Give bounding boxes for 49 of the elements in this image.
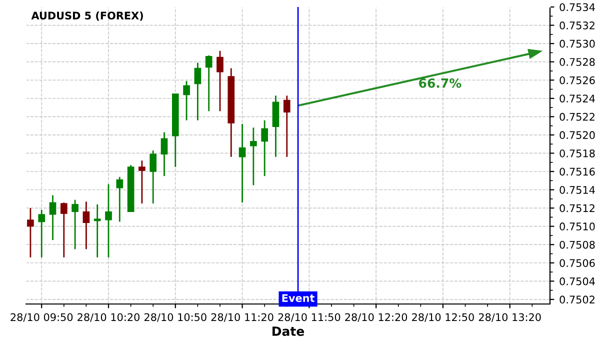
candlestick bbox=[283, 94, 290, 158]
candlestick bbox=[238, 123, 246, 204]
x-tick-label: 28/10 10:20 bbox=[78, 313, 140, 322]
candlestick bbox=[27, 207, 34, 258]
y-tick-label: 0.7510 bbox=[560, 222, 595, 230]
candlestick bbox=[261, 120, 268, 177]
y-tick-label: 0.7532 bbox=[560, 22, 594, 30]
candlestick bbox=[160, 132, 168, 177]
candlestick bbox=[138, 160, 146, 204]
candlestick bbox=[94, 204, 101, 258]
y-tick-label: 0.7524 bbox=[560, 94, 595, 102]
candlestick bbox=[183, 80, 190, 122]
y-tick-label: 0.7530 bbox=[560, 40, 595, 48]
y-tick-label: 0.7506 bbox=[560, 259, 595, 267]
candlestick bbox=[205, 54, 212, 112]
x-tick-label: 28/10 12:20 bbox=[345, 313, 408, 322]
candlestick bbox=[116, 176, 124, 222]
candlestick bbox=[82, 200, 90, 250]
y-tick-label: 0.7518 bbox=[560, 149, 595, 158]
y-tick-label: 0.7504 bbox=[560, 277, 595, 286]
x-tick-label: 28/10 13:20 bbox=[478, 313, 541, 322]
candlestick bbox=[60, 202, 68, 258]
candlestick bbox=[216, 50, 224, 112]
y-tick-label: 0.7522 bbox=[560, 112, 594, 121]
annotation: 66.7% bbox=[419, 78, 462, 88]
x-tick-label: 28/10 12:50 bbox=[412, 313, 474, 322]
x-tick-label: 28/10 10:50 bbox=[144, 313, 206, 322]
x-tick-label: 28/10 11:20 bbox=[211, 313, 274, 322]
candlestick bbox=[105, 184, 112, 258]
y-tick-label: 0.7514 bbox=[560, 186, 595, 194]
candlestick bbox=[150, 150, 157, 204]
y-tick-label: 0.7534 bbox=[560, 3, 595, 12]
ref-line-label: Event bbox=[282, 294, 314, 302]
y-tick-label: 0.7512 bbox=[560, 204, 594, 212]
candlestick bbox=[72, 199, 78, 250]
candlestick bbox=[38, 209, 46, 258]
candlestick bbox=[49, 194, 56, 241]
x-tick-label: 28/10 09:50 bbox=[10, 313, 73, 322]
y-tick-label: 0.7528 bbox=[560, 58, 595, 66]
y-tick-label: 0.7502 bbox=[560, 296, 594, 304]
x-axis-title: Date bbox=[272, 326, 304, 336]
y-tick-label: 0.7526 bbox=[560, 76, 595, 84]
x-tick-label: 28/10 11:50 bbox=[278, 313, 340, 322]
candlestick bbox=[250, 126, 257, 186]
y-tick-label: 0.7508 bbox=[560, 240, 595, 249]
chart-title: AUDUSD 5 (FOREX) bbox=[31, 11, 143, 21]
y-tick-label: 0.7516 bbox=[560, 168, 595, 176]
y-tick-label: 0.7520 bbox=[560, 131, 595, 140]
candlestick bbox=[194, 62, 202, 122]
